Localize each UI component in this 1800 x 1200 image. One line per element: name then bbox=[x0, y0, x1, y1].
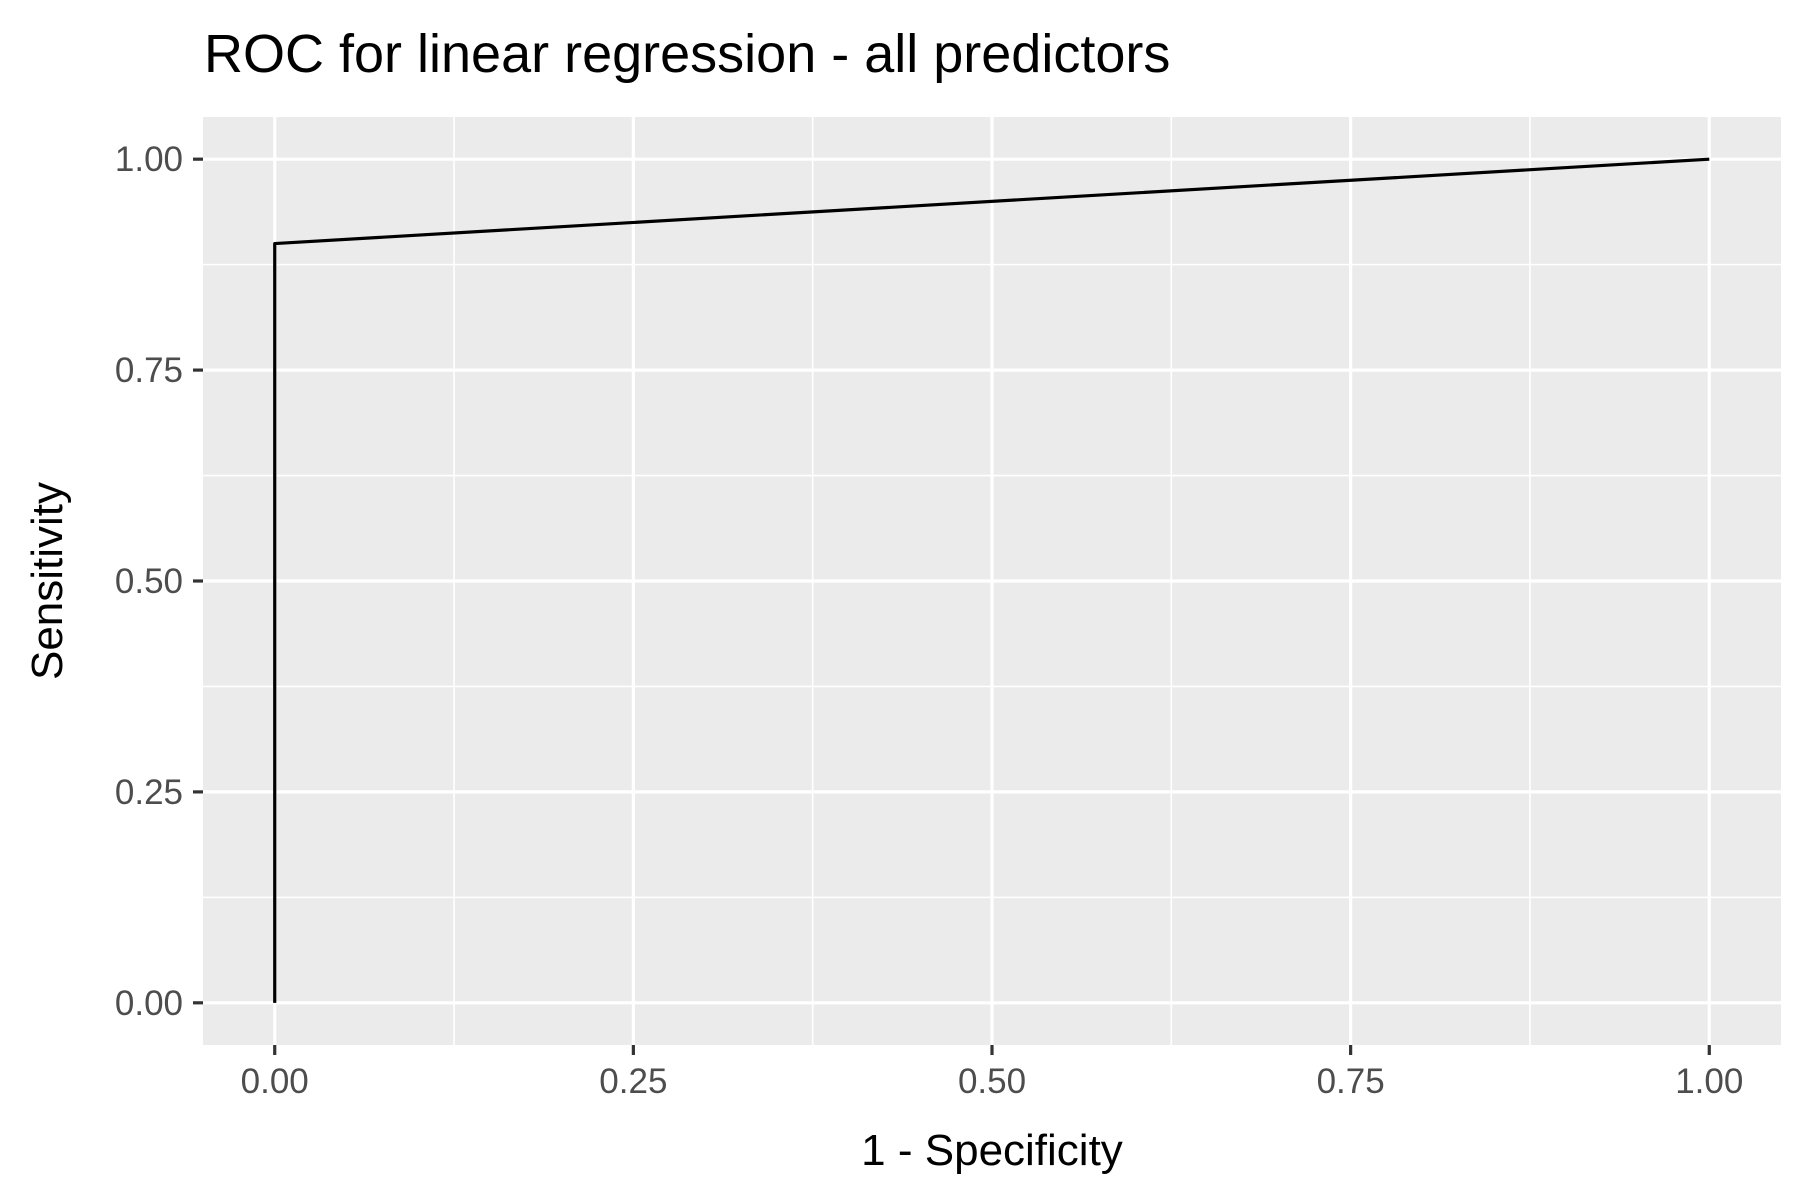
chart-title: ROC for linear regression - all predicto… bbox=[204, 24, 1170, 84]
x-tick-label: 1.00 bbox=[1675, 1062, 1743, 1101]
x-axis: 0.00 0.25 0.50 0.75 1.00 bbox=[241, 1045, 1743, 1101]
y-axis: 0.00 0.25 0.50 0.75 1.00 bbox=[115, 140, 203, 1023]
series-layer bbox=[273, 157, 1710, 1003]
y-axis-title: Sensitivity bbox=[23, 482, 72, 680]
y-tick-label: 0.75 bbox=[115, 351, 183, 390]
x-tick-label: 0.50 bbox=[958, 1062, 1026, 1101]
x-tick-label: 0.00 bbox=[241, 1062, 309, 1101]
roc-curve-line bbox=[273, 157, 1710, 1003]
y-tick-label: 1.00 bbox=[115, 140, 183, 179]
x-tick-label: 0.75 bbox=[1317, 1062, 1385, 1101]
y-tick-label: 0.00 bbox=[115, 984, 183, 1023]
y-tick-label: 0.25 bbox=[115, 773, 183, 812]
x-axis-title: 1 - Specificity bbox=[861, 1126, 1123, 1175]
y-tick-label: 0.50 bbox=[115, 562, 183, 601]
x-tick-label: 0.25 bbox=[599, 1062, 667, 1101]
